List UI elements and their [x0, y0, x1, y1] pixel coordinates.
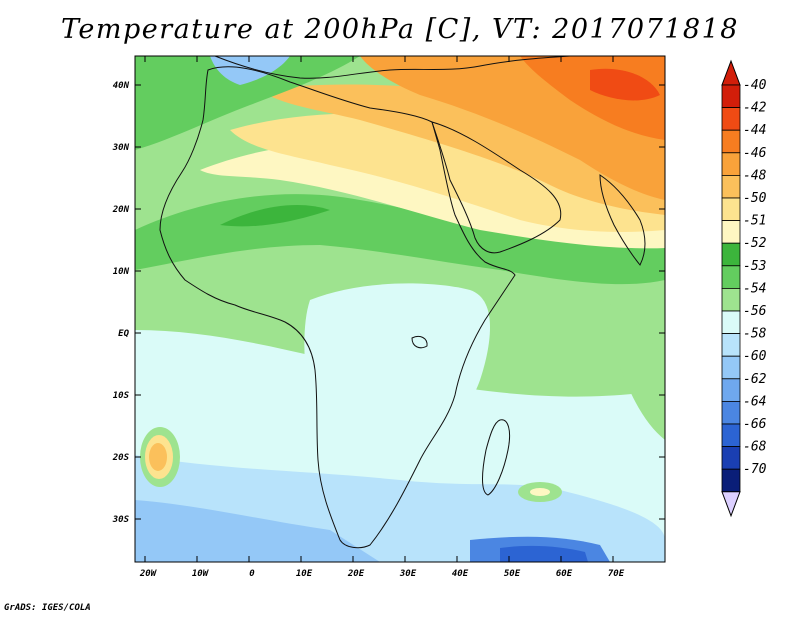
colorbar-swatch: [721, 333, 741, 357]
colorbar-swatch: [721, 265, 741, 289]
colorbar-swatch: [721, 468, 741, 493]
lon-label: 10W: [192, 569, 210, 579]
colorbar-label: -46: [743, 146, 767, 161]
lat-label: 10S: [113, 391, 130, 401]
colorbar-label: -64: [743, 394, 766, 409]
color-legend: -40 -42 -44 -46 -48 -50 -51 -52 -53 -54 -56 -58 -60 -…: [721, 59, 767, 518]
lat-label: 30S: [112, 515, 130, 525]
lat-label: EQ: [118, 329, 129, 339]
arabia-coastline: [431, 121, 562, 254]
lat-label: 20N: [112, 205, 130, 215]
lat-label: 40N: [113, 81, 130, 91]
colorbar-label: -52: [743, 236, 767, 251]
field-red-orange: [590, 68, 660, 101]
lon-label: 30E: [399, 569, 417, 579]
colorbar-label: -40: [743, 78, 767, 93]
longitude-axis: 20W 10W 0 10E 20E 30E 40E 50E 60E 70E: [139, 56, 625, 579]
temperature-field: [135, 56, 665, 562]
field-east-green: [600, 300, 665, 440]
colorbar-swatch: [721, 174, 741, 199]
colorbar-top-arrow: [721, 59, 741, 86]
lat-label: 30N: [112, 143, 130, 153]
colorbar-swatch: [721, 355, 741, 380]
colorbar-label: -62: [743, 372, 767, 387]
colorbar-swatch: [721, 220, 741, 244]
map-title: Temperature at 200hPa [C], VT: 201707181…: [61, 14, 739, 45]
colorbar-label: -53: [743, 259, 766, 274]
lon-label: 60E: [556, 569, 573, 579]
field-central-africa: [304, 283, 490, 454]
colorbar-label: -51: [743, 214, 766, 229]
colorbar-swatch: [721, 197, 741, 222]
field-nw-cool: [210, 56, 290, 85]
field-south-west-cold: [135, 500, 380, 562]
lon-label: 0: [249, 569, 255, 579]
field-atlantic-anomaly-core: [149, 443, 167, 471]
coastlines: [159, 55, 646, 549]
colorbar-swatch: [721, 152, 741, 176]
colorbar-label: -50: [743, 191, 767, 206]
latitude-axis: 40N 30N 20N 10N EQ 10S 20S 30S: [112, 81, 665, 525]
lon-label: 20E: [347, 569, 365, 579]
lake-victoria: [411, 335, 428, 349]
lat-label: 10N: [113, 267, 130, 277]
europe-coastline: [214, 55, 571, 79]
colorbar-swatch: [721, 423, 741, 448]
lat-label: 20S: [112, 453, 130, 463]
colorbar-label: -68: [743, 440, 767, 455]
field-nw-green: [135, 56, 360, 150]
field-dark-green: [220, 205, 330, 227]
colorbar-label: -60: [743, 349, 767, 364]
map-frame: [134, 55, 666, 563]
colorbar-swatch: [721, 84, 741, 109]
colorbar-swatch: [721, 242, 741, 267]
grads-credit: GrADS: IGES/COLA: [4, 603, 91, 613]
colorbar-swatch: [721, 310, 741, 335]
field-deepest-cold: [500, 545, 588, 562]
lon-label: 20W: [139, 569, 158, 579]
lon-label: 70E: [608, 569, 625, 579]
colorbar-swatch: [721, 129, 741, 154]
colorbar-swatch: [721, 107, 741, 131]
field-indian-anomaly-core: [530, 488, 550, 496]
colorbar-label: -42: [743, 101, 767, 116]
colorbar-swatch: [721, 287, 741, 312]
colorbar-swatch: [721, 400, 741, 425]
africa-coastline: [159, 66, 516, 549]
colorbar-label: -56: [743, 304, 767, 319]
colorbar-label: -66: [743, 417, 767, 432]
colorbar-swatch: [721, 378, 741, 402]
colorbar-swatch: [721, 446, 741, 470]
madagascar-coastline: [482, 419, 511, 496]
colorbar-bottom-arrow: [721, 491, 741, 518]
colorbar-label: -54: [743, 281, 766, 296]
colorbar-label: -48: [743, 168, 767, 183]
india-coastline: [599, 174, 646, 266]
colorbar-label: -58: [743, 327, 767, 342]
lon-label: 40E: [452, 569, 469, 579]
lon-label: 50E: [504, 569, 521, 579]
colorbar-label: -44: [743, 123, 766, 138]
lon-label: 10E: [296, 569, 313, 579]
colorbar-label: -70: [743, 462, 767, 477]
